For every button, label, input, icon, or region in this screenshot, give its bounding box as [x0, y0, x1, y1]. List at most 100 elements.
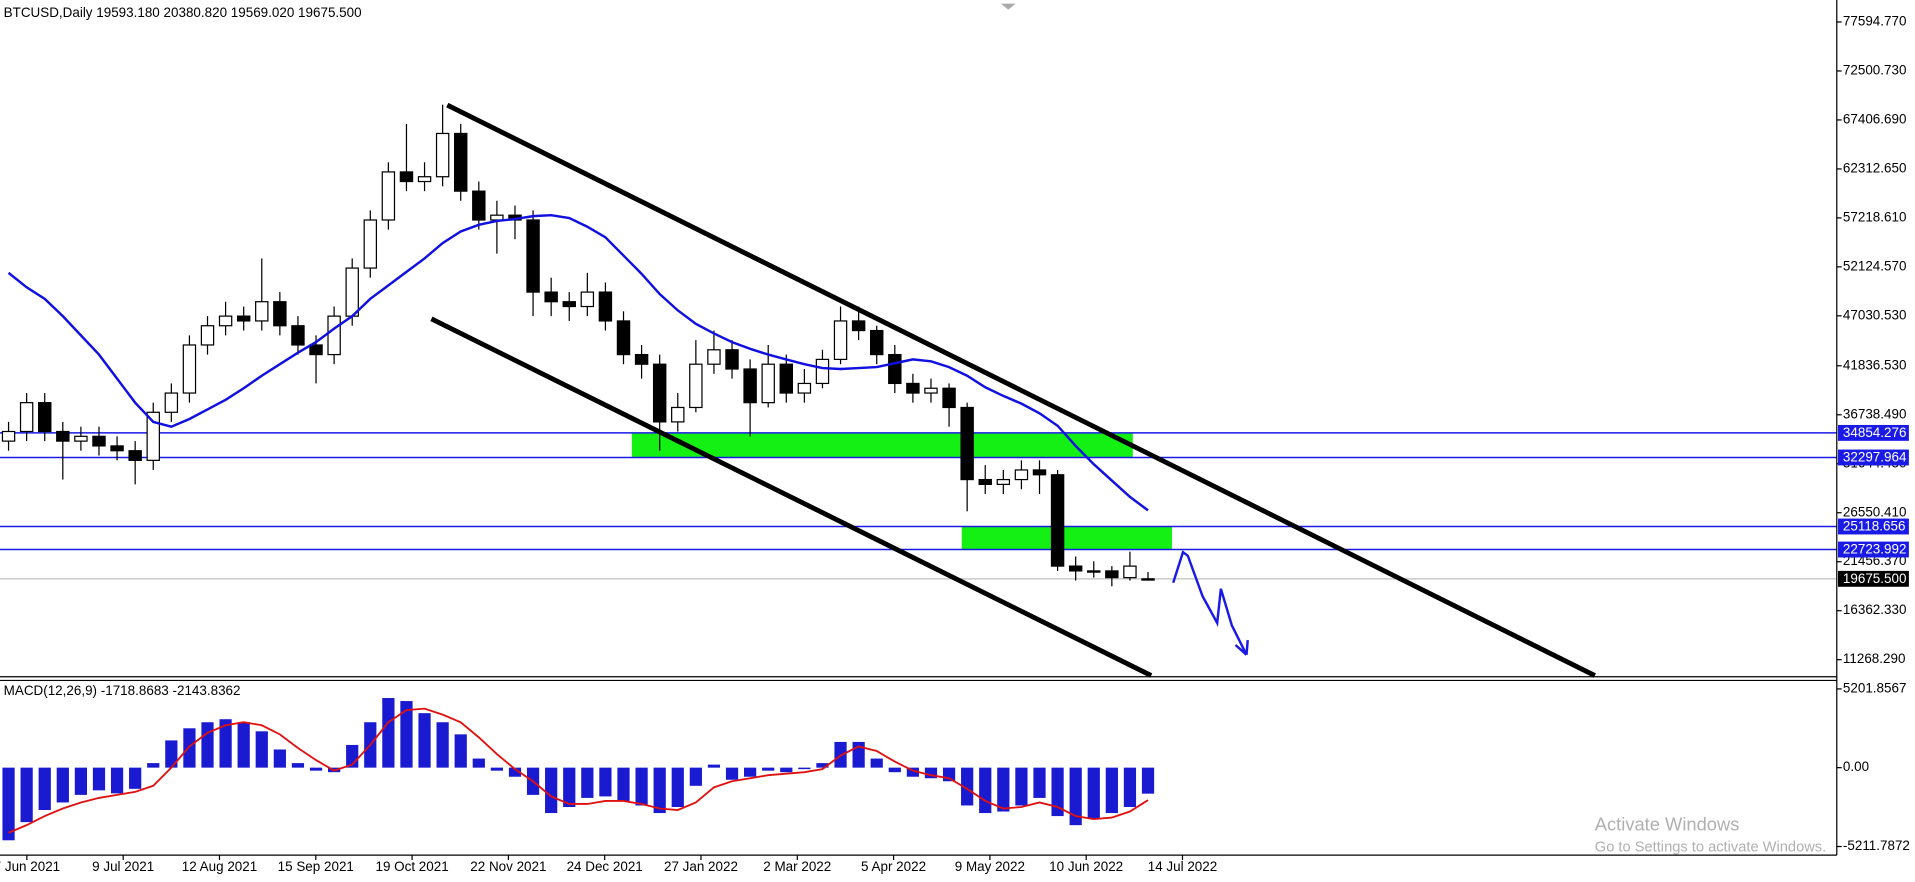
macd-bar	[201, 722, 214, 768]
x-tick-label: 5 Apr 2022	[861, 859, 926, 874]
y-tick-label: 52124.570	[1843, 258, 1907, 273]
candle-body	[1087, 570, 1101, 573]
macd-bar	[780, 767, 793, 773]
candle-body	[580, 291, 595, 308]
macd-bar	[1033, 767, 1046, 798]
candle-body	[978, 478, 992, 485]
level-label: 34854.276	[1843, 425, 1907, 440]
macd-bar	[490, 767, 504, 771]
level-label-box	[1838, 518, 1909, 535]
candle-body	[19, 402, 34, 433]
y-tick-label: 72500.730	[1843, 63, 1907, 78]
y-tick-label: 36738.490	[1843, 406, 1907, 421]
y-tick-label: 67406.690	[1843, 111, 1907, 126]
candle-body	[797, 382, 812, 394]
x-tick-label: 14 Jul 2022	[1148, 859, 1217, 874]
candle-body	[435, 132, 450, 178]
level-label: 25118.656	[1843, 519, 1906, 534]
chart-title: BTCUSD,Daily 19593.180 20380.820 19569.0…	[4, 5, 362, 20]
macd-bar	[38, 767, 51, 811]
last-price-label: 19675.500	[1843, 571, 1907, 586]
candle-body	[92, 435, 106, 447]
watermark-subtitle: Go to Settings to activate Windows.	[1595, 840, 1826, 856]
candle-body	[399, 171, 414, 183]
macd-bar	[707, 764, 721, 768]
moving-average	[7, 213, 1149, 512]
x-tick-label: 10 Jun 2022	[1049, 859, 1123, 874]
macd-bar	[129, 767, 142, 789]
macd-bar	[74, 767, 88, 795]
macd-bar	[653, 767, 666, 814]
candle-body	[996, 478, 1011, 485]
candle-body	[255, 301, 269, 322]
macd-bar	[1087, 767, 1100, 820]
macd-bar	[1141, 767, 1155, 794]
candle-body	[544, 291, 558, 303]
candle-body	[888, 353, 902, 385]
macd-bar	[979, 767, 992, 814]
macd-bar	[165, 740, 178, 768]
candle-body	[707, 349, 721, 365]
candle-body	[273, 301, 287, 327]
axis-layer: 34854.276 32297.964 25118.656 22723.992 1967…	[0, 21, 1910, 874]
candle-body	[634, 353, 649, 365]
y-tick-label: -5211.7872	[1843, 838, 1910, 853]
macd-bar	[382, 698, 395, 768]
scroll-marker	[1000, 3, 1016, 10]
candle-body	[56, 430, 70, 442]
candle-body	[652, 363, 667, 423]
x-tick-label: 7 Jun 2021	[0, 859, 60, 874]
macd-bar	[237, 722, 250, 768]
macd-bar	[1123, 767, 1137, 807]
candle-body	[218, 315, 233, 327]
macd-bar	[110, 767, 124, 794]
macd-bar	[725, 767, 739, 780]
macd-bar	[816, 763, 829, 768]
level-label: 22723.992	[1843, 542, 1907, 557]
zone	[631, 432, 1133, 458]
candle-body	[743, 368, 757, 404]
macd-bar	[744, 767, 757, 777]
candle-body	[1123, 565, 1137, 579]
x-tick-label: 22 Nov 2021	[470, 859, 546, 874]
y-tick-label: 5201.8567	[1843, 680, 1907, 695]
candle-body	[960, 406, 974, 481]
macd-bar	[291, 763, 305, 768]
candle-body	[128, 450, 142, 461]
macd-bar	[617, 767, 630, 801]
macd-bar	[1051, 767, 1064, 817]
macd-bar	[870, 758, 883, 768]
candle-body	[146, 411, 160, 461]
macd-bar	[147, 763, 160, 768]
candle-body	[1068, 565, 1083, 572]
macd-bar	[599, 767, 612, 797]
macd-bar	[273, 749, 286, 768]
candle-body	[869, 329, 884, 356]
candle-body	[74, 435, 88, 442]
candle-body	[417, 176, 432, 183]
macd-bar	[689, 767, 702, 786]
candle-body	[924, 387, 938, 394]
candle-body	[309, 344, 323, 356]
candle-body	[562, 301, 576, 308]
macd-bar	[762, 767, 775, 771]
macd-bar	[20, 767, 33, 823]
x-tick-label: 2 Mar 2022	[763, 859, 831, 874]
macd-bar	[924, 767, 938, 779]
candle-body	[942, 387, 956, 409]
y-tick-label: 47030.530	[1843, 307, 1907, 322]
candle-body	[291, 325, 305, 346]
macd-title: MACD(12,26,9) -1718.8683 -2143.8362	[4, 683, 241, 698]
macd-bar	[472, 758, 485, 768]
macd-bar	[56, 767, 69, 803]
x-tick-label: 24 Dec 2021	[567, 859, 643, 874]
macd-bar	[1069, 767, 1082, 826]
candle-body	[1, 430, 16, 442]
macd-bar	[1105, 767, 1118, 814]
candle-body	[200, 325, 215, 346]
candle-body	[363, 219, 378, 269]
candle-body	[327, 315, 341, 356]
candle-body	[815, 358, 830, 385]
